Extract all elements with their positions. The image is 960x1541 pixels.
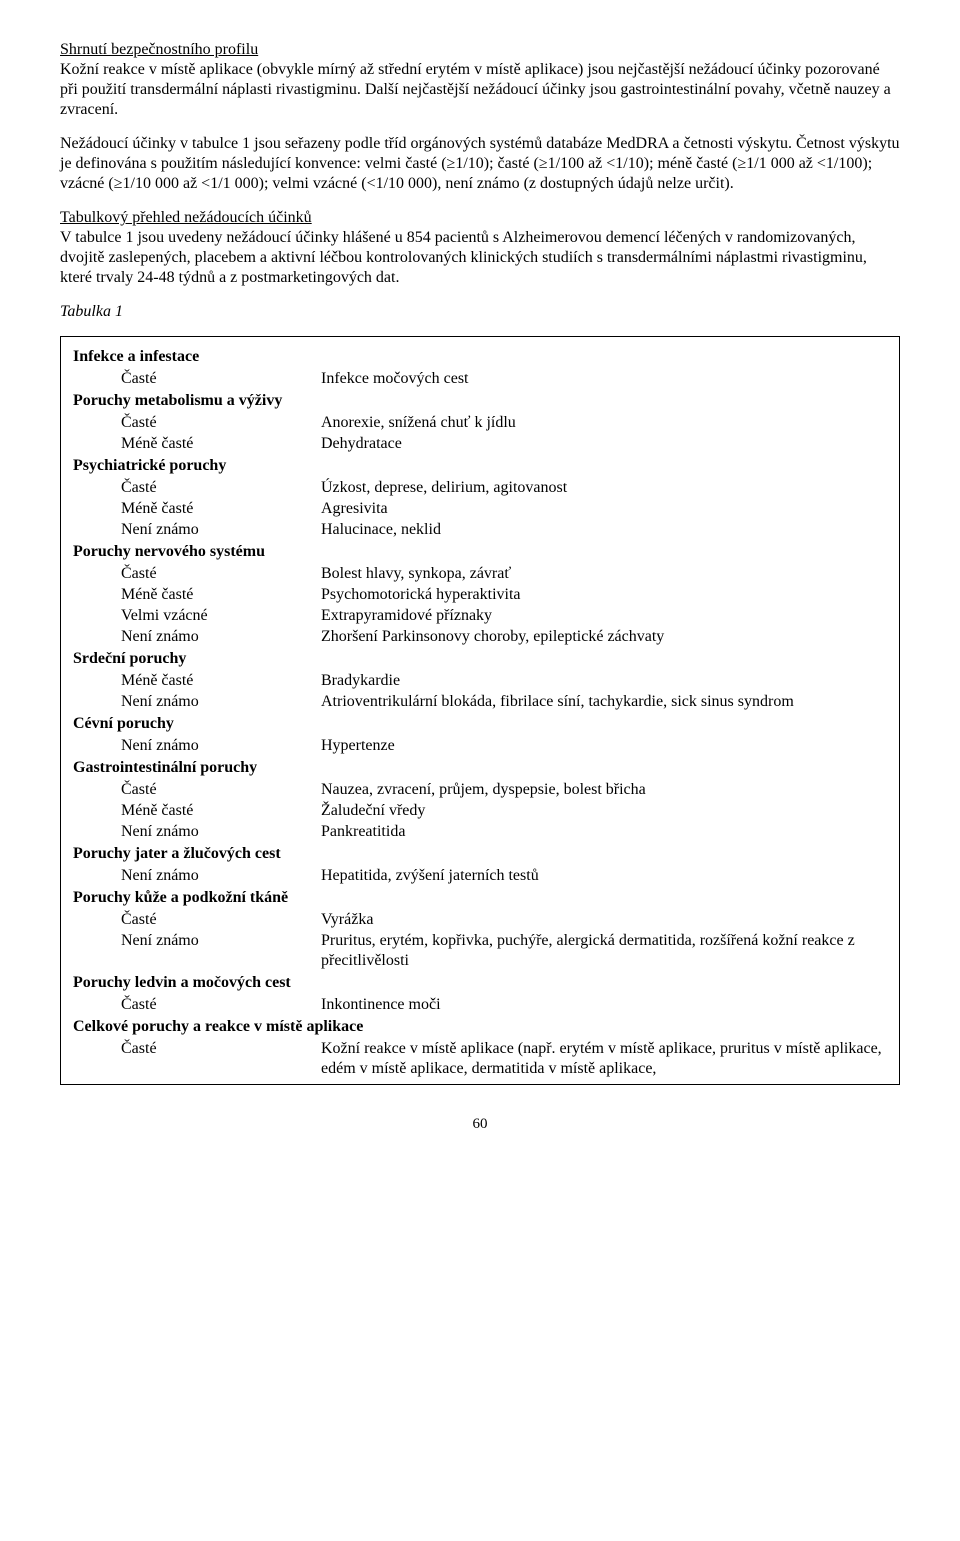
frequency-label: Není známo <box>73 822 321 842</box>
section-heading-safety: Shrnutí bezpečnostního profilu Kožní rea… <box>60 40 900 120</box>
table-row: Není známoHepatitida, zvýšení jaterních … <box>73 866 887 886</box>
effect-description: Vyrážka <box>321 910 887 930</box>
paragraph-frequency: Nežádoucí účinky v tabulce 1 jsou seřaze… <box>60 134 900 194</box>
adverse-section-title: Poruchy nervového systému <box>73 542 887 562</box>
effect-description: Anorexie, snížená chuť k jídlu <box>321 413 887 433</box>
table-row: ČastéBolest hlavy, synkopa, závrať <box>73 564 887 584</box>
frequency-label: Není známo <box>73 692 321 712</box>
adverse-section-title: Poruchy jater a žlučových cest <box>73 844 887 864</box>
table-row: Není známoAtrioventrikulární blokáda, fi… <box>73 692 887 712</box>
table-row: ČastéVyrážka <box>73 910 887 930</box>
frequency-label: Méně časté <box>73 499 321 519</box>
table-row: ČastéAnorexie, snížená chuť k jídlu <box>73 413 887 433</box>
table-row: Není známoHalucinace, neklid <box>73 520 887 540</box>
effect-description: Psychomotorická hyperaktivita <box>321 585 887 605</box>
table-row: ČastéInfekce močových cest <box>73 369 887 389</box>
effect-description: Infekce močových cest <box>321 369 887 389</box>
frequency-label: Velmi vzácné <box>73 606 321 626</box>
adverse-section-title: Infekce a infestace <box>73 347 887 367</box>
table-row: ČastéInkontinence moči <box>73 995 887 1015</box>
table-row: Méně častéŽaludeční vředy <box>73 801 887 821</box>
adverse-section-title: Poruchy ledvin a močových cest <box>73 973 887 993</box>
table-row: Méně častéBradykardie <box>73 671 887 691</box>
effect-description: Nauzea, zvracení, průjem, dyspepsie, bol… <box>321 780 887 800</box>
table-row: Velmi vzácnéExtrapyramidové příznaky <box>73 606 887 626</box>
adverse-section-title: Poruchy metabolismu a výživy <box>73 391 887 411</box>
adverse-effects-table: Infekce a infestaceČastéInfekce močových… <box>60 336 900 1085</box>
adverse-section-title: Srdeční poruchy <box>73 649 887 669</box>
effect-description: Žaludeční vředy <box>321 801 887 821</box>
adverse-section-title: Celkové poruchy a reakce v místě aplikac… <box>73 1017 887 1037</box>
page-number: 60 <box>60 1115 900 1134</box>
frequency-label: Není známo <box>73 931 321 971</box>
section-heading-table-overview: Tabulkový přehled nežádoucích účinků V t… <box>60 208 900 288</box>
frequency-label: Časté <box>73 413 321 433</box>
paragraph-text: Kožní reakce v místě aplikace (obvykle m… <box>60 61 891 118</box>
effect-description: Dehydratace <box>321 434 887 454</box>
table-row: Méně častéAgresivita <box>73 499 887 519</box>
effect-description: Inkontinence moči <box>321 995 887 1015</box>
effect-description: Zhoršení Parkinsonovy choroby, epileptic… <box>321 627 887 647</box>
frequency-label: Časté <box>73 1039 321 1079</box>
effect-description: Atrioventrikulární blokáda, fibrilace sí… <box>321 692 887 712</box>
frequency-label: Méně časté <box>73 801 321 821</box>
frequency-label: Není známo <box>73 736 321 756</box>
frequency-label: Časté <box>73 995 321 1015</box>
effect-description: Extrapyramidové příznaky <box>321 606 887 626</box>
table-row: Není známoHypertenze <box>73 736 887 756</box>
effect-description: Agresivita <box>321 499 887 519</box>
table-row: ČastéKožní reakce v místě aplikace (např… <box>73 1039 887 1079</box>
table-row: ČastéNauzea, zvracení, průjem, dyspepsie… <box>73 780 887 800</box>
table-row: Není známoZhoršení Parkinsonovy choroby,… <box>73 627 887 647</box>
heading-text: Tabulkový přehled nežádoucích účinků <box>60 209 312 226</box>
table-row: Není známoPruritus, erytém, kopřivka, pu… <box>73 931 887 971</box>
frequency-label: Časté <box>73 369 321 389</box>
frequency-label: Časté <box>73 564 321 584</box>
table-label: Tabulka 1 <box>60 302 900 322</box>
frequency-label: Není známo <box>73 866 321 886</box>
table-row: Méně častéPsychomotorická hyperaktivita <box>73 585 887 605</box>
adverse-section-title: Poruchy kůže a podkožní tkáně <box>73 888 887 908</box>
frequency-label: Časté <box>73 780 321 800</box>
frequency-label: Časté <box>73 910 321 930</box>
effect-description: Bolest hlavy, synkopa, závrať <box>321 564 887 584</box>
effect-description: Úzkost, deprese, delirium, agitovanost <box>321 478 887 498</box>
effect-description: Pruritus, erytém, kopřivka, puchýře, ale… <box>321 931 887 971</box>
table-row: Není známoPankreatitida <box>73 822 887 842</box>
table-row: Méně častéDehydratace <box>73 434 887 454</box>
table-row: ČastéÚzkost, deprese, delirium, agitovan… <box>73 478 887 498</box>
effect-description: Hepatitida, zvýšení jaterních testů <box>321 866 887 886</box>
effect-description: Hypertenze <box>321 736 887 756</box>
adverse-section-title: Gastrointestinální poruchy <box>73 758 887 778</box>
frequency-label: Méně časté <box>73 671 321 691</box>
frequency-label: Méně časté <box>73 434 321 454</box>
heading-text: Shrnutí bezpečnostního profilu <box>60 41 258 58</box>
effect-description: Halucinace, neklid <box>321 520 887 540</box>
frequency-label: Není známo <box>73 520 321 540</box>
frequency-label: Časté <box>73 478 321 498</box>
adverse-section-title: Psychiatrické poruchy <box>73 456 887 476</box>
adverse-section-title: Cévní poruchy <box>73 714 887 734</box>
effect-description: Bradykardie <box>321 671 887 691</box>
frequency-label: Není známo <box>73 627 321 647</box>
paragraph-text: V tabulce 1 jsou uvedeny nežádoucí účink… <box>60 229 867 286</box>
effect-description: Kožní reakce v místě aplikace (např. ery… <box>321 1039 887 1079</box>
effect-description: Pankreatitida <box>321 822 887 842</box>
frequency-label: Méně časté <box>73 585 321 605</box>
